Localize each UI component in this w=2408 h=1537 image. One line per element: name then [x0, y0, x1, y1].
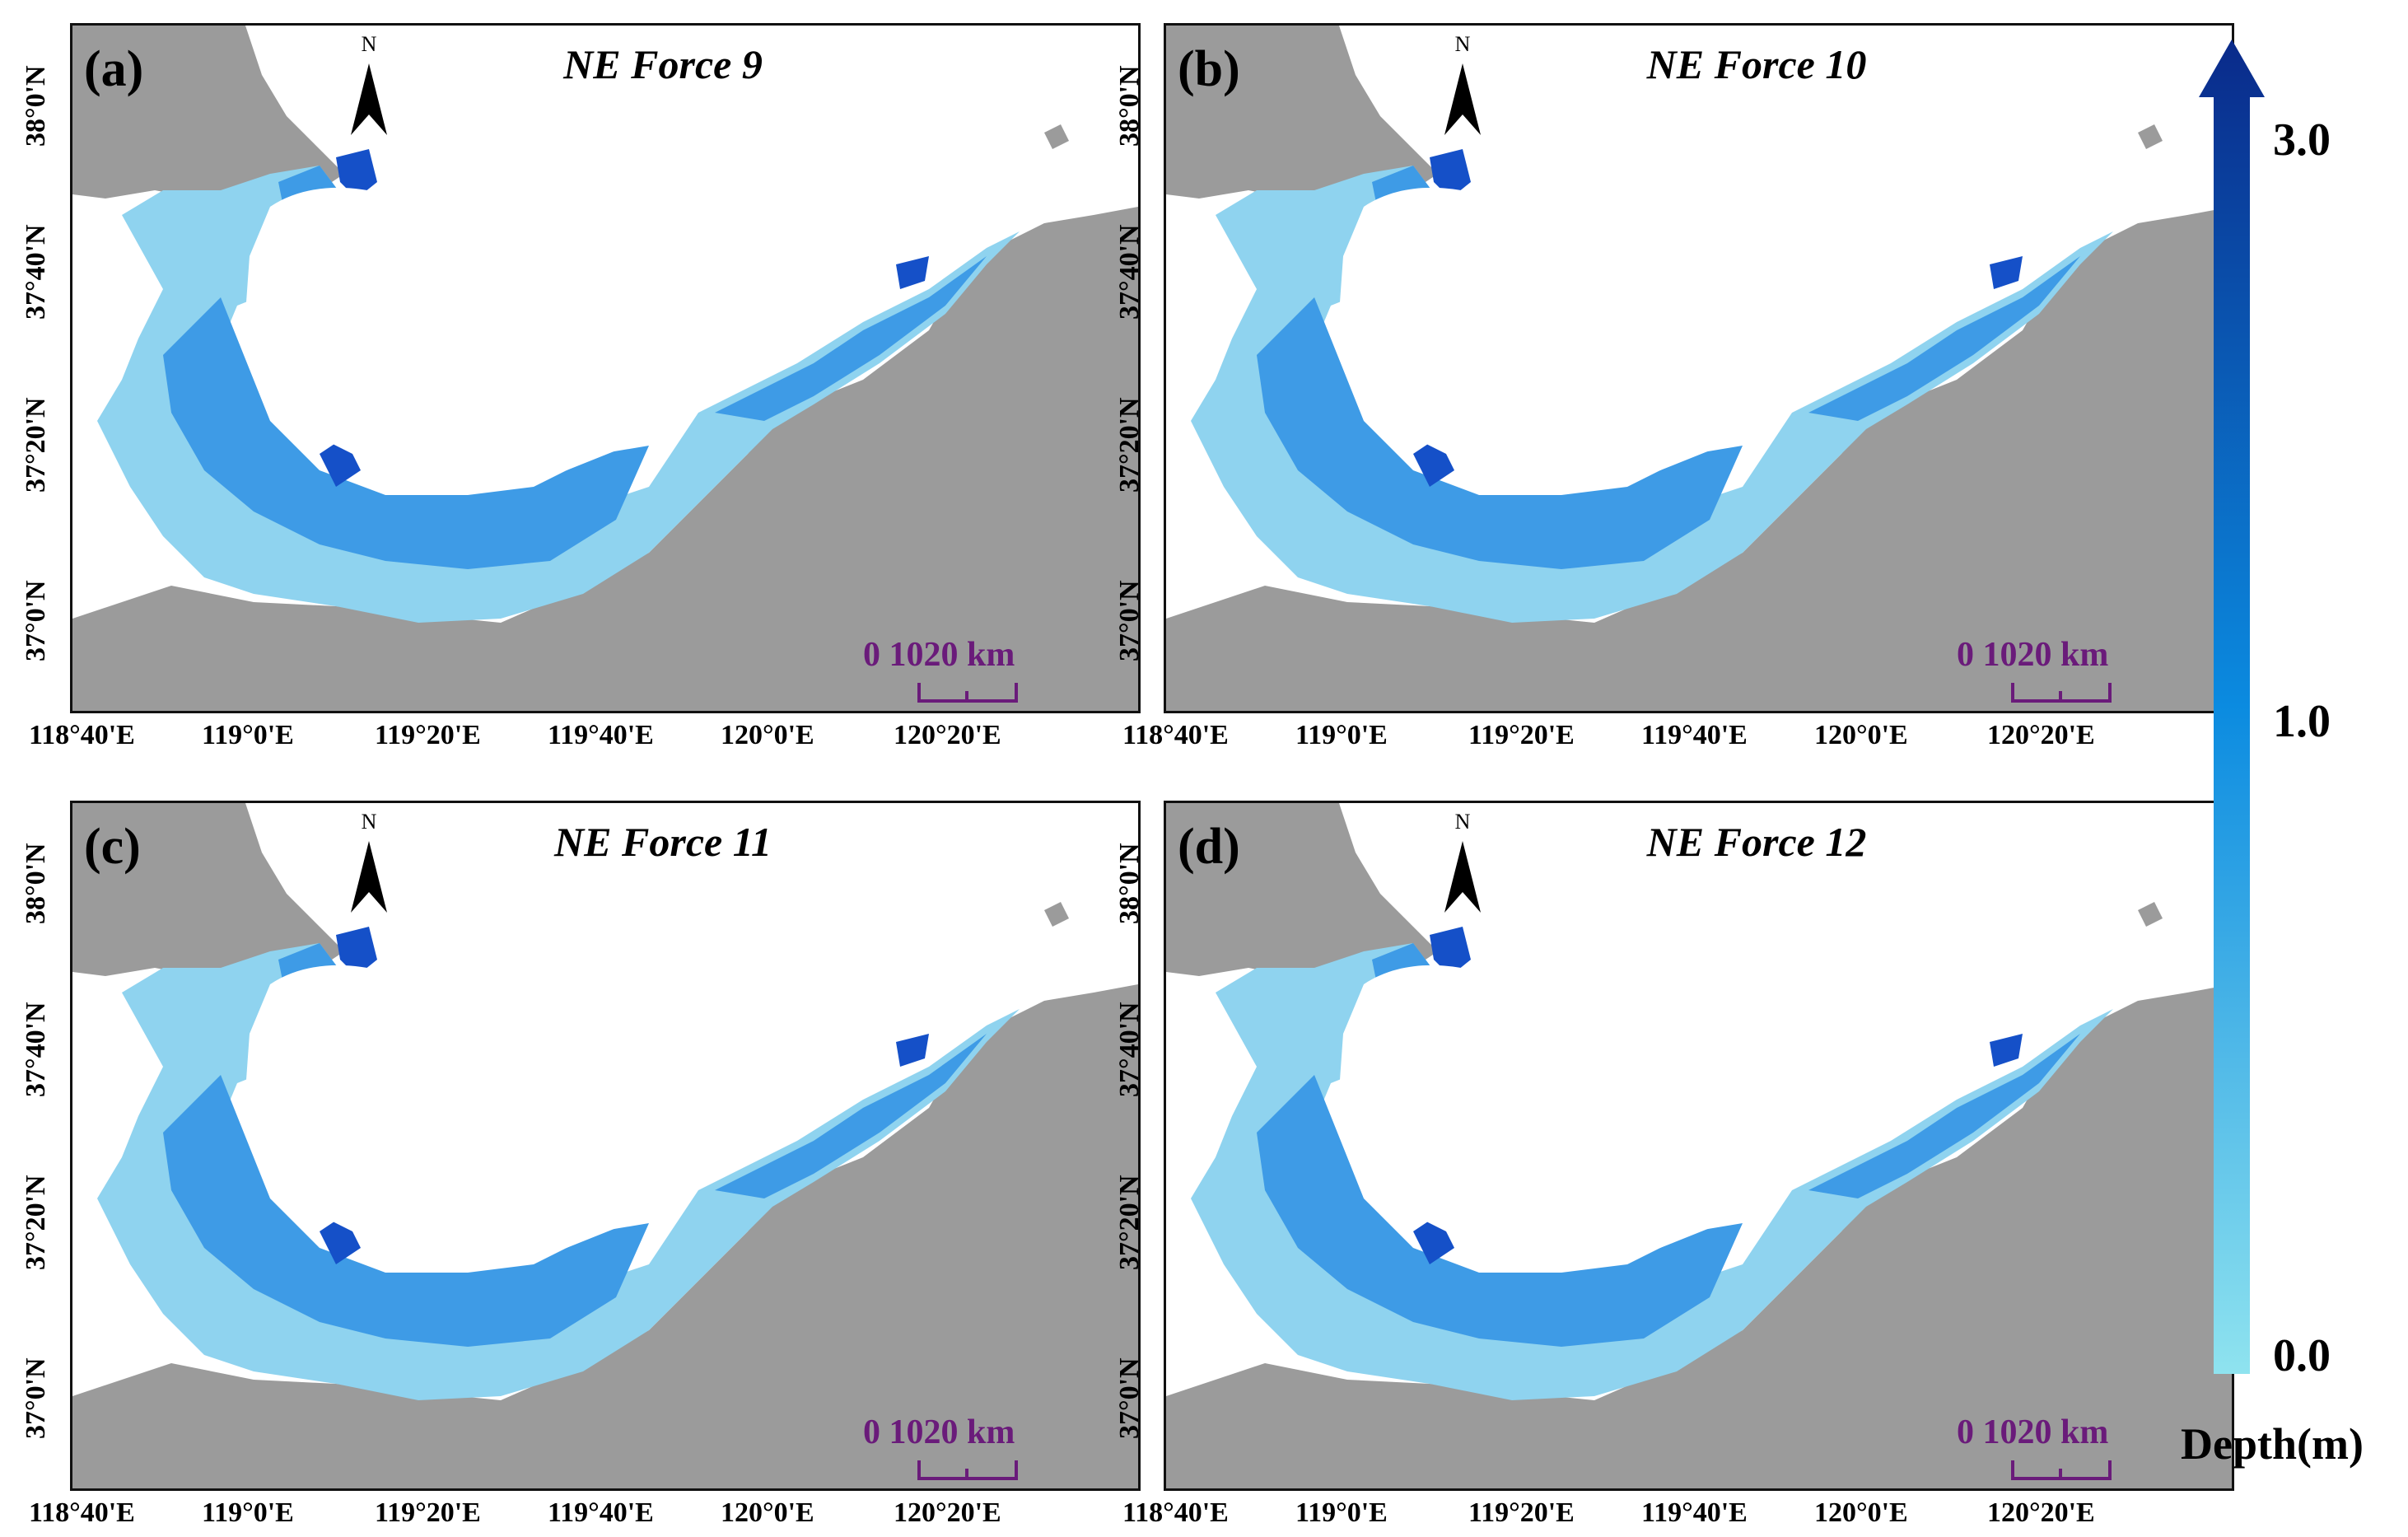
latitude-label: 37°0'N [1114, 580, 1145, 661]
longitude-label: 119°0'E [202, 720, 294, 750]
latitude-label: 37°20'N [21, 397, 51, 493]
latitude-label: 38°0'N [21, 843, 51, 924]
longitude-label: 119°40'E [548, 720, 654, 750]
map-panel-d: (d) NE Force 12 N 0 1020 km [1164, 801, 2234, 1491]
panel-label: (d) [1178, 819, 1240, 875]
panel-label: (a) [84, 41, 144, 97]
map-panel-c: (c) NE Force 11 N 0 1020 km [70, 801, 1141, 1491]
colorbar-tick-max: 3.0 [2273, 114, 2331, 166]
longitude-label: 119°20'E [1468, 720, 1575, 750]
map-panel-b: (b) NE Force 10 N 0 1020 km [1164, 23, 2234, 713]
longitude-label: 120°0'E [721, 720, 814, 750]
colorbar-tick-min: 0.0 [2273, 1330, 2331, 1381]
depth-colorbar [2199, 40, 2265, 1374]
map-canvas [1166, 803, 2232, 1488]
latitude-label: 37°20'N [1114, 397, 1145, 493]
panel-title: NE Force 12 [1646, 819, 1867, 865]
latitude-label: 37°20'N [21, 1175, 51, 1270]
longitude-label: 119°40'E [548, 1497, 654, 1528]
panel-title: NE Force 11 [554, 819, 772, 865]
longitude-label: 118°40'E [1122, 720, 1229, 750]
map-canvas [1166, 26, 2232, 711]
scale-bar: 0 1020 km [1957, 1413, 2154, 1487]
latitude-label: 37°40'N [1114, 224, 1145, 320]
panel-label: (c) [84, 819, 141, 875]
longitude-label: 119°40'E [1641, 1497, 1748, 1528]
longitude-label: 119°0'E [1295, 720, 1388, 750]
latitude-label: 38°0'N [21, 65, 51, 147]
scale-bar: 0 1020 km [863, 635, 1061, 709]
map-canvas [72, 803, 1138, 1488]
longitude-label: 120°20'E [1987, 1497, 2095, 1528]
longitude-label: 119°40'E [1641, 720, 1748, 750]
latitude-label: 37°20'N [1114, 1175, 1145, 1270]
longitude-label: 119°20'E [375, 1497, 481, 1528]
longitude-label: 120°20'E [894, 720, 1001, 750]
latitude-label: 37°40'N [21, 1002, 51, 1097]
longitude-label: 120°20'E [1987, 720, 2095, 750]
longitude-label: 119°0'E [202, 1497, 294, 1528]
latitude-label: 38°0'N [1114, 843, 1145, 924]
scale-bar: 0 1020 km [863, 1413, 1061, 1487]
north-arrow-icon: N [1438, 32, 1487, 139]
longitude-label: 119°0'E [1295, 1497, 1388, 1528]
longitude-label: 118°40'E [29, 1497, 135, 1528]
latitude-label: 37°40'N [21, 224, 51, 320]
panel-label: (b) [1178, 41, 1240, 97]
longitude-label: 120°0'E [721, 1497, 814, 1528]
map-canvas [72, 26, 1138, 711]
longitude-label: 119°20'E [375, 720, 481, 750]
colorbar-title: Depth(m) [2181, 1419, 2364, 1469]
latitude-label: 38°0'N [1114, 65, 1145, 147]
latitude-label: 37°0'N [21, 1357, 51, 1439]
longitude-label: 120°0'E [1814, 720, 1908, 750]
map-panel-a: (a) NE Force 9 N 0 1020 km [70, 23, 1141, 713]
scale-bar: 0 1020 km [1957, 635, 2154, 709]
panel-title: NE Force 10 [1646, 41, 1867, 87]
latitude-label: 37°0'N [1114, 1357, 1145, 1439]
latitude-label: 37°40'N [1114, 1002, 1145, 1097]
north-arrow-icon: N [344, 32, 394, 139]
longitude-label: 120°20'E [894, 1497, 1001, 1528]
latitude-label: 37°0'N [21, 580, 51, 661]
longitude-label: 119°20'E [1468, 1497, 1575, 1528]
north-arrow-icon: N [1438, 810, 1487, 917]
north-arrow-icon: N [344, 810, 394, 917]
longitude-label: 118°40'E [1122, 1497, 1229, 1528]
panel-title: NE Force 9 [563, 41, 763, 87]
colorbar-tick-mid: 1.0 [2273, 696, 2331, 747]
longitude-label: 120°0'E [1814, 1497, 1908, 1528]
longitude-label: 118°40'E [29, 720, 135, 750]
